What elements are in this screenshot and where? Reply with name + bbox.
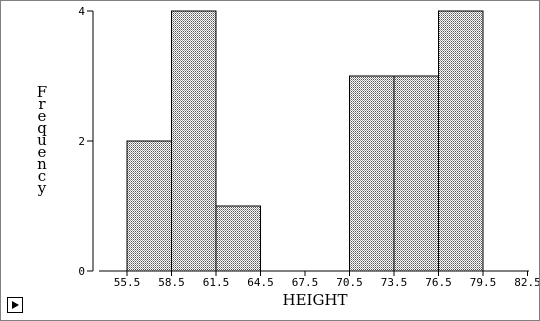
x-tick-label: 82.5: [514, 276, 539, 289]
play-triangle-icon: [12, 301, 19, 309]
x-tick-label: 70.5: [336, 276, 363, 289]
x-tick-label: 67.5: [292, 276, 319, 289]
x-tick-label: 61.5: [203, 276, 230, 289]
histogram-bar: [393, 75, 439, 272]
histogram-bar: [171, 10, 217, 272]
x-ticks-group: 55.5 58.5 61.5 64.5 67.5 70.5 73.5 76.5 79.5 82.5: [114, 271, 539, 289]
x-tick-label: 76.5: [425, 276, 452, 289]
x-tick-label: 79.5: [470, 276, 497, 289]
histogram-bar: [126, 140, 172, 272]
histogram-bar: [215, 205, 261, 272]
x-tick-label: 55.5: [114, 276, 141, 289]
histogram-bar: [349, 75, 395, 272]
x-tick-label: 64.5: [247, 276, 274, 289]
x-tick-label: 58.5: [158, 276, 185, 289]
y-tick-label: 0: [78, 265, 85, 278]
x-tick-label: 73.5: [381, 276, 408, 289]
histogram-bar: [438, 10, 484, 272]
play-button[interactable]: [7, 297, 23, 313]
y-tick-label: 2: [78, 135, 85, 148]
y-ticks-group: 0 2 4: [78, 5, 93, 278]
bars-group: [126, 10, 484, 272]
y-tick-label: 4: [78, 5, 85, 18]
x-axis-title: HEIGHT: [282, 291, 347, 309]
